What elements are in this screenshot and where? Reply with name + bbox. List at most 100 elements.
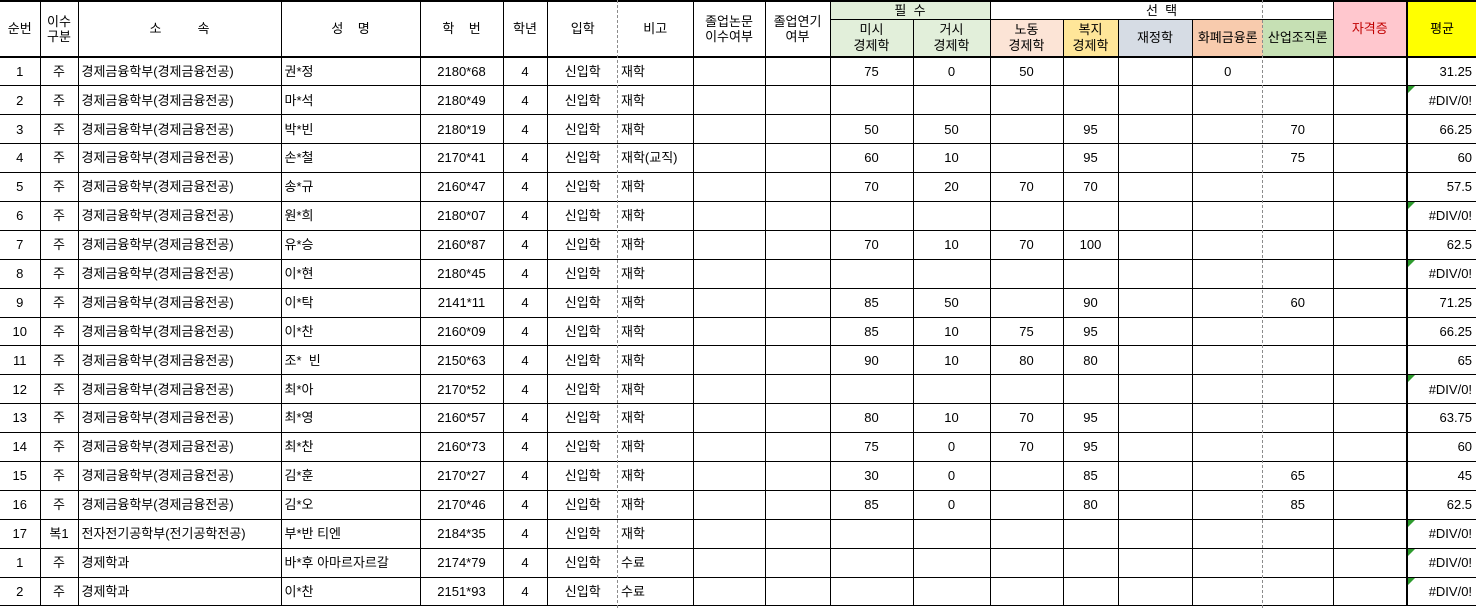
cell-year[interactable]: 4 [502,143,548,174]
cell-micro[interactable]: 90 [829,345,914,376]
cell-sid[interactable]: 2141*11 [419,287,504,318]
cell-name[interactable]: 이*현 [280,258,421,289]
cell-industry[interactable] [1263,316,1334,347]
cell-cert[interactable] [1332,316,1408,347]
cell-industry[interactable] [1263,85,1334,116]
cell-micro[interactable]: 75 [829,56,914,87]
cell-note[interactable]: 수료 [618,547,694,578]
cell-type[interactable]: 주 [39,345,79,376]
cell-money[interactable] [1191,374,1263,405]
cell-macro[interactable]: 0 [912,489,991,520]
cell-cert[interactable] [1332,345,1408,376]
cell-micro[interactable]: 70 [829,229,914,260]
cell-note[interactable]: 재학 [618,403,694,434]
cell-sid[interactable]: 2160*87 [419,229,504,260]
cell-adm[interactable]: 신입학 [546,547,618,578]
cell-defer[interactable] [764,287,831,318]
cell-industry[interactable] [1263,547,1334,578]
cell-micro[interactable]: 30 [829,460,914,491]
cell-sid[interactable]: 2180*68 [419,56,504,87]
cell-dept[interactable]: 경제금융학부(경제금융전공) [77,114,282,145]
cell-note[interactable]: 재학 [618,518,694,549]
cell-industry[interactable] [1263,345,1334,376]
cell-type[interactable]: 주 [39,432,79,462]
cell-dept[interactable]: 경제학과 [77,576,282,607]
cell-defer[interactable] [764,143,831,174]
cell-public[interactable] [1117,200,1193,231]
cell-no[interactable]: 1 [0,547,41,578]
cell-adm[interactable]: 신입학 [546,576,618,607]
cell-cert[interactable] [1332,287,1408,318]
cell-note[interactable]: 재학 [618,287,694,318]
cell-year[interactable]: 4 [502,229,548,260]
cell-defer[interactable] [764,374,831,405]
cell-macro[interactable]: 10 [912,345,991,376]
cell-name[interactable]: 유*승 [280,229,421,260]
cell-public[interactable] [1117,403,1193,434]
cell-dept[interactable]: 경제금융학부(경제금융전공) [77,287,282,318]
cell-money[interactable] [1191,85,1263,116]
cell-money[interactable] [1191,143,1263,174]
cell-type[interactable]: 복1 [39,518,79,549]
cell-year[interactable]: 4 [502,114,548,145]
cell-type[interactable]: 주 [39,316,79,347]
cell-no[interactable]: 10 [0,316,41,347]
cell-year[interactable]: 4 [502,460,548,491]
cell-thesis[interactable] [692,345,766,376]
cell-note[interactable]: 재학(교직) [618,143,694,174]
cell-dept[interactable]: 경제금융학부(경제금융전공) [77,200,282,231]
cell-micro[interactable] [829,547,914,578]
cell-micro[interactable] [829,85,914,116]
cell-industry[interactable] [1263,576,1334,607]
cell-sid[interactable]: 2160*09 [419,316,504,347]
cell-note[interactable]: 재학 [618,229,694,260]
cell-type[interactable]: 주 [39,258,79,289]
cell-industry[interactable] [1263,258,1334,289]
cell-public[interactable] [1117,489,1193,520]
cell-industry[interactable] [1263,374,1334,405]
cell-money[interactable] [1191,258,1263,289]
cell-note[interactable]: 재학 [618,489,694,520]
cell-labor[interactable] [989,518,1064,549]
cell-money[interactable] [1191,316,1263,347]
cell-type[interactable]: 주 [39,85,79,116]
cell-avg[interactable]: 63.75 [1406,403,1476,434]
cell-avg[interactable]: 57.5 [1406,172,1476,202]
cell-industry[interactable] [1263,56,1334,87]
header-macro[interactable]: 거시 경제학 [912,18,991,58]
cell-money[interactable] [1191,489,1263,520]
cell-name[interactable]: 최*찬 [280,432,421,462]
cell-macro[interactable] [912,85,991,116]
cell-sid[interactable]: 2170*27 [419,460,504,491]
cell-cert[interactable] [1332,114,1408,145]
header-note[interactable]: 비고 [618,0,694,58]
cell-year[interactable]: 4 [502,287,548,318]
cell-welfare[interactable]: 90 [1062,287,1119,318]
cell-dept[interactable]: 경제금융학부(경제금융전공) [77,432,282,462]
cell-public[interactable] [1117,576,1193,607]
cell-thesis[interactable] [692,258,766,289]
cell-sid[interactable]: 2150*63 [419,345,504,376]
cell-thesis[interactable] [692,576,766,607]
cell-welfare[interactable]: 100 [1062,229,1119,260]
cell-thesis[interactable] [692,547,766,578]
cell-sid[interactable]: 2174*79 [419,547,504,578]
cell-thesis[interactable] [692,56,766,87]
cell-public[interactable] [1117,114,1193,145]
cell-avg[interactable]: 71.25 [1406,287,1476,318]
cell-dept[interactable]: 경제금융학부(경제금융전공) [77,316,282,347]
cell-avg[interactable]: #DIV/0! [1406,374,1476,405]
cell-dept[interactable]: 경제금융학부(경제금융전공) [77,229,282,260]
cell-sid[interactable]: 2170*46 [419,489,504,520]
cell-type[interactable]: 주 [39,460,79,491]
cell-cert[interactable] [1332,85,1408,116]
cell-sid[interactable]: 2160*47 [419,172,504,202]
cell-micro[interactable] [829,258,914,289]
cell-cert[interactable] [1332,258,1408,289]
cell-labor[interactable]: 70 [989,172,1064,202]
cell-welfare[interactable] [1062,374,1119,405]
cell-welfare[interactable]: 95 [1062,432,1119,462]
cell-adm[interactable]: 신입학 [546,489,618,520]
cell-note[interactable]: 재학 [618,200,694,231]
cell-adm[interactable]: 신입학 [546,345,618,376]
